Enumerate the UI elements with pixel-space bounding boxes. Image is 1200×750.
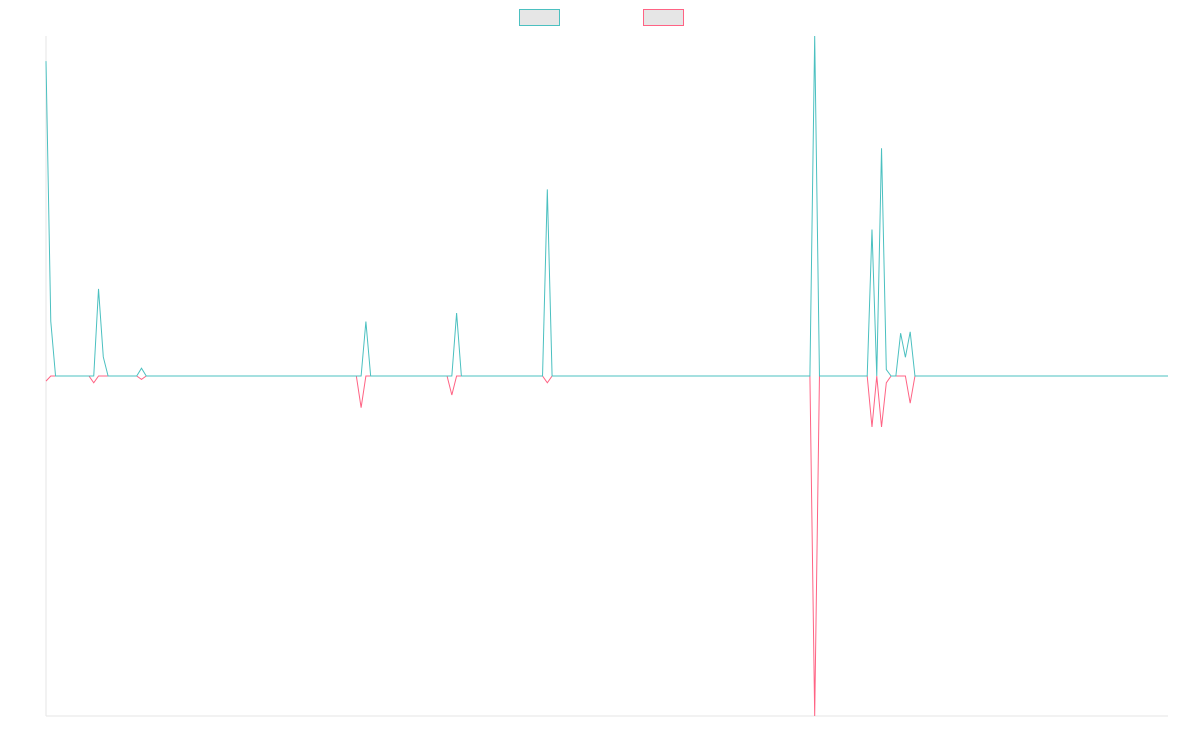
chart-series-layer	[45, 35, 1168, 717]
series-line-2	[45, 375, 1168, 717]
legend-swatch-series-2[interactable]	[643, 9, 684, 26]
chart-axes	[45, 36, 1168, 717]
chart-legend[interactable]	[519, 9, 684, 26]
series-line-1	[45, 35, 1168, 377]
legend-swatch-series-1[interactable]	[519, 9, 560, 26]
